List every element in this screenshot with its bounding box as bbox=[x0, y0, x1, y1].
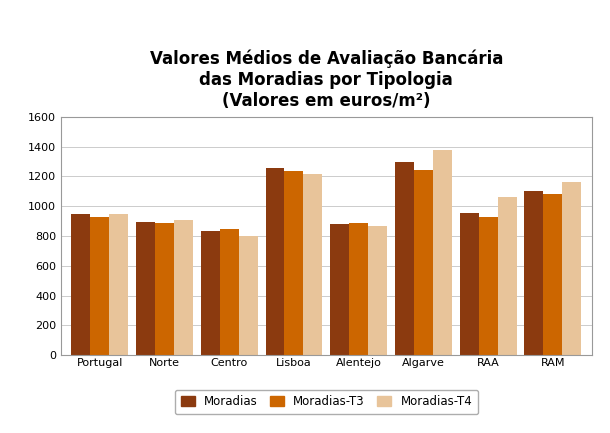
Bar bbox=[109, 213, 128, 355]
Bar bbox=[498, 197, 517, 355]
Legend: Moradias, Moradias-T3, Moradias-T4: Moradias, Moradias-T3, Moradias-T4 bbox=[174, 390, 478, 414]
Bar bbox=[201, 231, 220, 355]
Bar bbox=[220, 229, 239, 355]
Title: Valores Médios de Avaliação Bancária
das Moradias por Tipologia
(Valores em euro: Valores Médios de Avaliação Bancária das… bbox=[149, 50, 503, 110]
Bar bbox=[330, 224, 349, 355]
Bar bbox=[90, 216, 109, 355]
Bar bbox=[433, 150, 452, 355]
Bar bbox=[525, 191, 544, 355]
Bar bbox=[562, 182, 581, 355]
Bar bbox=[460, 213, 479, 355]
Bar bbox=[544, 194, 562, 355]
Bar bbox=[395, 162, 414, 355]
Bar bbox=[71, 213, 90, 355]
Bar bbox=[479, 216, 498, 355]
Bar bbox=[284, 171, 304, 355]
Bar bbox=[414, 170, 433, 355]
Bar bbox=[239, 236, 258, 355]
Bar bbox=[368, 226, 387, 355]
Bar bbox=[304, 174, 323, 355]
Bar bbox=[174, 220, 193, 355]
Bar bbox=[349, 223, 368, 355]
Bar bbox=[155, 223, 174, 355]
Bar bbox=[265, 168, 284, 355]
Bar bbox=[136, 222, 155, 355]
